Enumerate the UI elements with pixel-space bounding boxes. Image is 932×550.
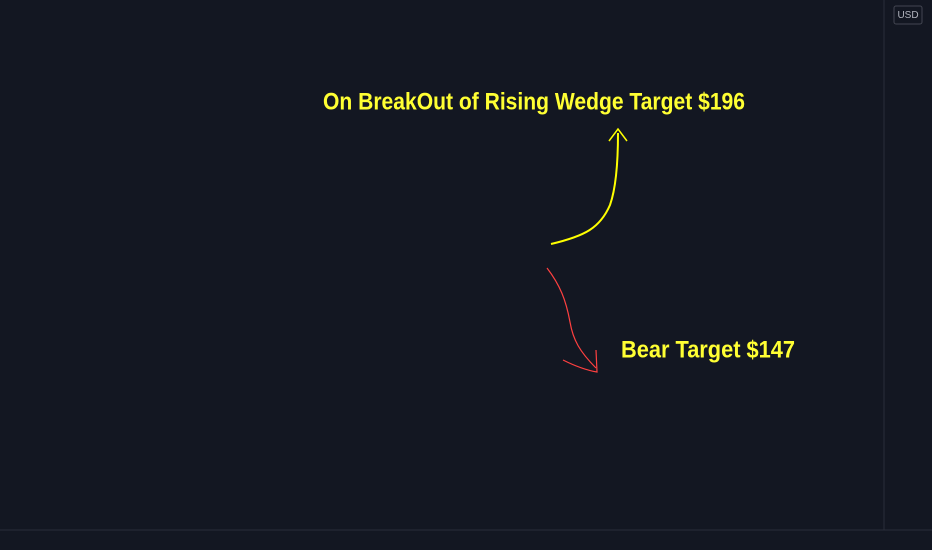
- bull-arrow: [550, 132, 619, 245]
- currency: USD: [897, 10, 918, 21]
- annotation: Bear Target $147: [621, 336, 795, 363]
- currency-box: [893, 5, 923, 25]
- price-scale: [884, 0, 932, 550]
- annotation: On BreakOut of Rising Wedge Target $196: [323, 88, 745, 115]
- bull-arrowhead: [608, 127, 628, 142]
- bear-arrowhead: [562, 349, 598, 373]
- bear-arrow: [546, 267, 597, 369]
